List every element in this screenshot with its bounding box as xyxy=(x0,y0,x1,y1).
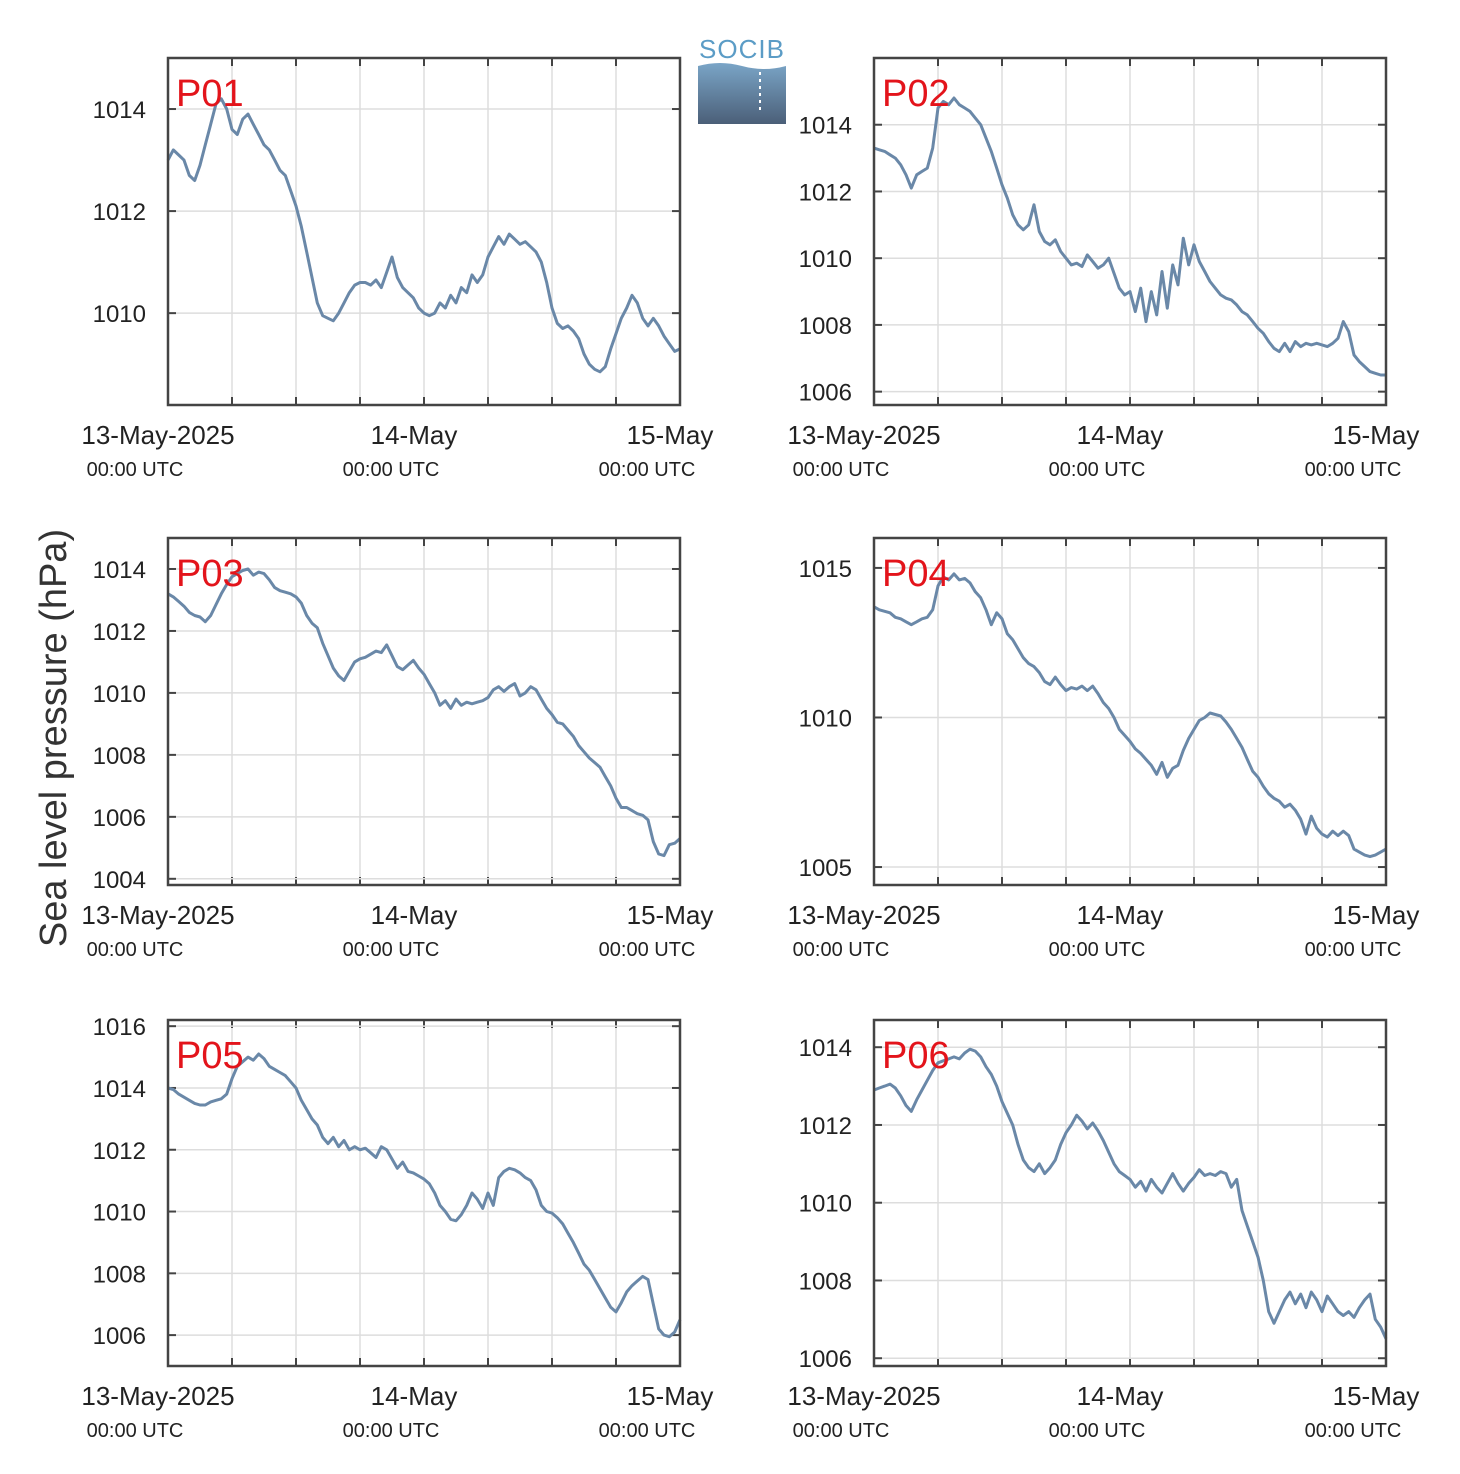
panel-p03: 1004 1006 1008 1010 1012 1014 P03 13-May-2025 00… xyxy=(81,536,714,961)
y-tick-label: 1012 xyxy=(93,1138,146,1165)
x-tick-sublabel: 00:00 UTC xyxy=(599,1420,696,1442)
x-tick-sublabel: 00:00 UTC xyxy=(1049,459,1146,481)
series-line xyxy=(167,1052,682,1339)
y-tick-label: 1004 xyxy=(93,867,146,894)
y-tick-label: 1014 xyxy=(93,557,146,584)
x-tick-label: 14-May xyxy=(371,1381,458,1411)
logo-text: SOCIB xyxy=(699,34,785,64)
plot-frame xyxy=(166,536,682,887)
x-tick-sublabel: 00:00 UTC xyxy=(1049,1420,1146,1442)
plot-frame xyxy=(166,1018,682,1368)
x-tick-sublabel: 00:00 UTC xyxy=(599,939,696,961)
series-line xyxy=(873,96,1386,377)
x-tick-label: 15-May xyxy=(627,420,714,450)
x-tick-label: 13-May-2025 xyxy=(81,900,234,930)
y-tick-label: 1014 xyxy=(93,97,146,124)
panel-p02: 1006 1008 1010 1012 1014 P02 13-May-2025 00:00 … xyxy=(787,56,1420,481)
plot-frame xyxy=(872,1018,1388,1368)
panel-p01: 1010 1012 1014 P01 13-May-2025 00:00 UTC 14-Ma… xyxy=(81,56,714,481)
panel-label: P04 xyxy=(882,553,950,595)
x-tick-sublabel: 00:00 UTC xyxy=(1305,1420,1402,1442)
x-tick-label: 14-May xyxy=(1077,1381,1164,1411)
x-tick-sublabel: 00:00 UTC xyxy=(793,1420,890,1442)
y-tick-label: 1014 xyxy=(799,1035,852,1062)
x-tick-label: 15-May xyxy=(1333,420,1420,450)
x-tick-sublabel: 00:00 UTC xyxy=(1049,939,1146,961)
y-tick-label: 1014 xyxy=(93,1076,146,1103)
y-tick-label: 1012 xyxy=(93,199,146,226)
x-tick-label: 14-May xyxy=(1077,900,1164,930)
x-tick-label: 13-May-2025 xyxy=(81,1381,234,1411)
x-tick-sublabel: 00:00 UTC xyxy=(87,459,184,481)
x-tick-sublabel: 00:00 UTC xyxy=(793,939,890,961)
y-tick-label: 1012 xyxy=(799,1113,852,1140)
x-tick-label: 13-May-2025 xyxy=(787,420,940,450)
y-tick-label: 1015 xyxy=(799,556,852,583)
y-tick-label: 1005 xyxy=(799,855,852,882)
y-tick-label: 1010 xyxy=(799,246,852,273)
x-tick-label: 15-May xyxy=(1333,900,1420,930)
panel-p04: 1005 1010 1015 P04 13-May-2025 00:00 UTC 14-Ma… xyxy=(787,536,1420,961)
panel-label: P02 xyxy=(882,73,950,115)
logo-wave-shape xyxy=(698,63,786,124)
x-tick-sublabel: 00:00 UTC xyxy=(1305,939,1402,961)
chart-panels: 1010 1012 1014 P01 13-May-2025 00:00 UTC 14-Ma… xyxy=(81,56,1420,1442)
y-tick-label: 1006 xyxy=(799,380,852,407)
y-tick-label: 1006 xyxy=(93,1323,146,1350)
x-tick-sublabel: 00:00 UTC xyxy=(793,459,890,481)
y-tick-label: 1010 xyxy=(799,1191,852,1218)
plot-frame xyxy=(166,56,682,407)
plot-frame xyxy=(872,536,1388,887)
plot-frame xyxy=(872,56,1388,407)
socib-logo: SOCIB xyxy=(698,34,786,124)
x-tick-sublabel: 00:00 UTC xyxy=(87,939,184,961)
y-tick-label: 1006 xyxy=(93,805,146,832)
x-tick-label: 14-May xyxy=(371,420,458,450)
x-tick-label: 13-May-2025 xyxy=(787,900,940,930)
y-tick-label: 1008 xyxy=(799,313,852,340)
x-tick-label: 14-May xyxy=(371,900,458,930)
x-tick-label: 15-May xyxy=(1333,1381,1420,1411)
x-tick-sublabel: 00:00 UTC xyxy=(343,459,440,481)
y-tick-label: 1008 xyxy=(93,1261,146,1288)
y-tick-label: 1012 xyxy=(93,619,146,646)
series-line xyxy=(166,97,681,374)
panel-label: P01 xyxy=(176,73,244,115)
x-tick-sublabel: 00:00 UTC xyxy=(599,459,696,481)
y-tick-label: 1010 xyxy=(93,1200,146,1227)
x-tick-label: 13-May-2025 xyxy=(81,420,234,450)
panel-label: P03 xyxy=(176,553,244,595)
series-line xyxy=(167,567,681,858)
y-axis-label: Sea level pressure (hPa) xyxy=(33,529,75,947)
x-tick-label: 13-May-2025 xyxy=(787,1381,940,1411)
panel-label: P06 xyxy=(882,1035,950,1077)
x-tick-sublabel: 00:00 UTC xyxy=(1305,459,1402,481)
x-tick-label: 14-May xyxy=(1077,420,1164,450)
panel-label: P05 xyxy=(176,1035,244,1077)
x-tick-sublabel: 00:00 UTC xyxy=(343,1420,440,1442)
x-tick-label: 15-May xyxy=(627,1381,714,1411)
y-tick-label: 1014 xyxy=(799,113,852,140)
y-tick-label: 1010 xyxy=(93,301,146,328)
x-tick-sublabel: 00:00 UTC xyxy=(87,1420,184,1442)
y-tick-label: 1012 xyxy=(799,179,852,206)
y-tick-label: 1008 xyxy=(93,743,146,770)
y-tick-label: 1016 xyxy=(93,1014,146,1041)
panel-p06: 1006 1008 1010 1012 1014 P06 13-May-2025 00:00 … xyxy=(787,1018,1420,1442)
y-tick-label: 1006 xyxy=(799,1346,852,1373)
y-tick-label: 1008 xyxy=(799,1268,852,1295)
x-tick-label: 15-May xyxy=(627,900,714,930)
y-tick-label: 1010 xyxy=(799,705,852,732)
series-line xyxy=(873,572,1387,859)
y-tick-label: 1010 xyxy=(93,681,146,708)
series-line xyxy=(873,1047,1388,1340)
x-tick-sublabel: 00:00 UTC xyxy=(343,939,440,961)
panel-p05: 1006 1008 1010 1012 1014 1016 P05 13-May-2025 00… xyxy=(81,1014,713,1442)
